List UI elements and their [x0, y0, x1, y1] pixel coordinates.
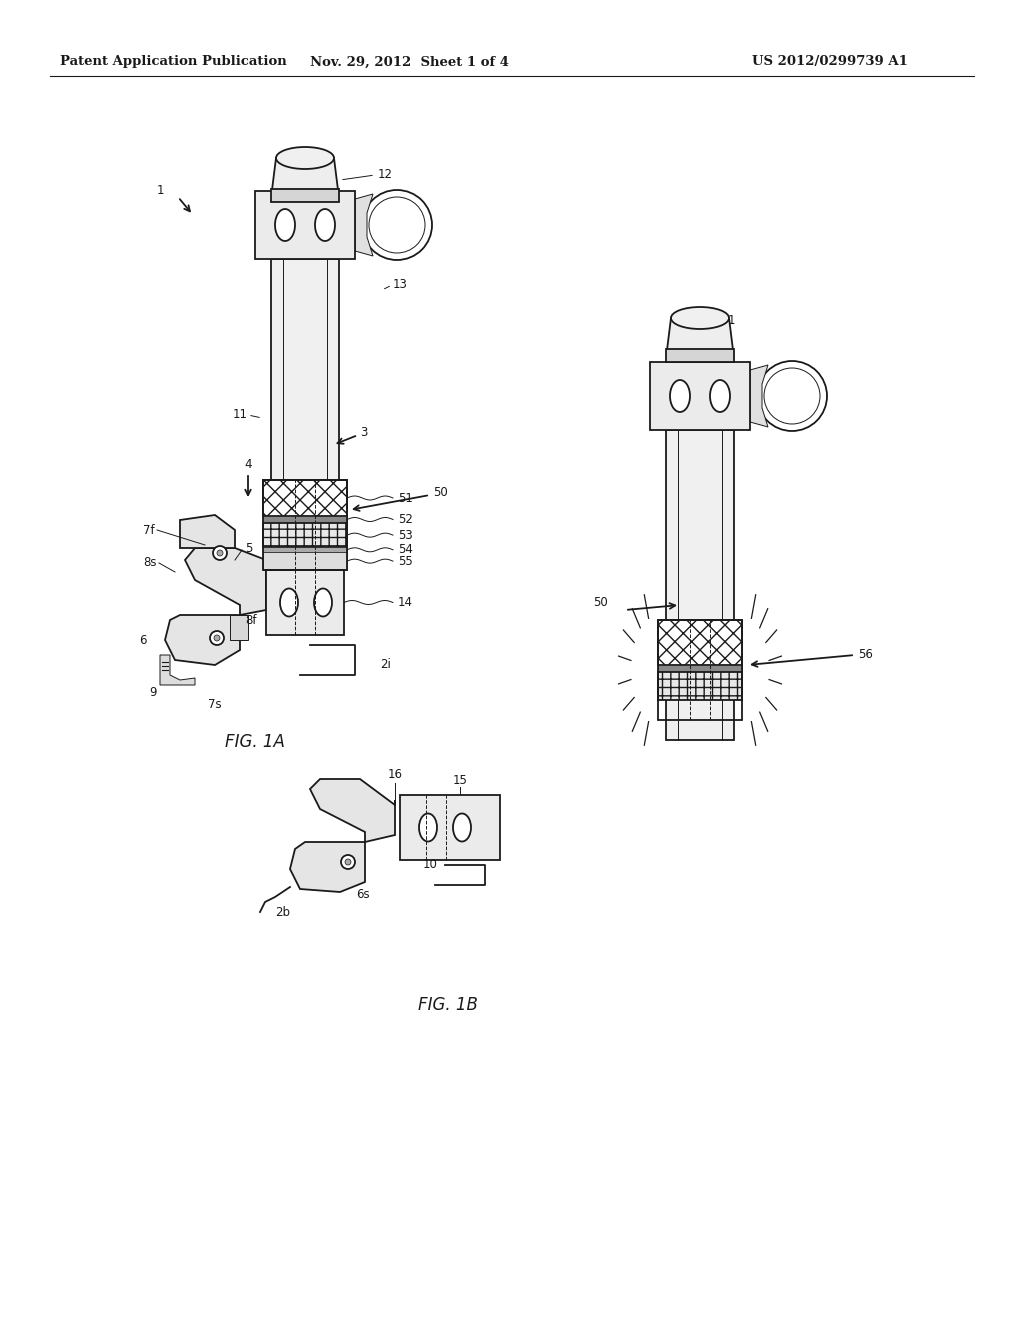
- Text: 10: 10: [423, 858, 437, 871]
- Text: FIG. 1A: FIG. 1A: [225, 733, 285, 751]
- Circle shape: [214, 635, 220, 642]
- Circle shape: [369, 197, 425, 253]
- Text: 15: 15: [453, 774, 467, 787]
- Bar: [650, 362, 750, 430]
- Text: 8f: 8f: [245, 614, 256, 627]
- Bar: [230, 615, 248, 640]
- Text: Patent Application Publication: Patent Application Publication: [60, 55, 287, 69]
- Text: 16: 16: [387, 768, 402, 781]
- Polygon shape: [272, 158, 338, 190]
- Polygon shape: [750, 366, 768, 426]
- Bar: [666, 348, 734, 362]
- Circle shape: [345, 859, 351, 865]
- Text: 56: 56: [858, 648, 872, 661]
- Polygon shape: [165, 615, 240, 665]
- Circle shape: [764, 368, 820, 424]
- Text: FIG. 1B: FIG. 1B: [418, 997, 478, 1014]
- Text: 1: 1: [728, 314, 735, 326]
- Text: 3: 3: [360, 425, 368, 438]
- Text: 55: 55: [398, 554, 413, 568]
- Ellipse shape: [315, 209, 335, 242]
- Circle shape: [362, 190, 432, 260]
- Bar: [400, 795, 500, 861]
- Ellipse shape: [453, 813, 471, 842]
- Text: 12: 12: [378, 169, 393, 181]
- Polygon shape: [667, 318, 733, 350]
- Text: 7f: 7f: [143, 524, 155, 536]
- Bar: [658, 665, 742, 672]
- Text: 6s: 6s: [356, 888, 370, 902]
- Text: 50: 50: [433, 486, 447, 499]
- Bar: [666, 430, 734, 741]
- Ellipse shape: [280, 589, 298, 616]
- Polygon shape: [185, 548, 266, 615]
- Text: 1: 1: [157, 183, 164, 197]
- Text: 53: 53: [398, 528, 413, 541]
- Bar: [658, 672, 742, 700]
- Bar: [271, 189, 339, 202]
- Text: 50: 50: [593, 595, 608, 609]
- Text: US 2012/0299739 A1: US 2012/0299739 A1: [752, 55, 908, 69]
- Text: 2i: 2i: [380, 659, 391, 672]
- Text: 52: 52: [398, 513, 413, 525]
- Text: 2b: 2b: [275, 906, 290, 919]
- Text: 6: 6: [139, 634, 147, 647]
- Text: Nov. 29, 2012  Sheet 1 of 4: Nov. 29, 2012 Sheet 1 of 4: [310, 55, 510, 69]
- Bar: [263, 480, 347, 516]
- Circle shape: [217, 550, 223, 556]
- Bar: [658, 620, 742, 665]
- Bar: [263, 548, 347, 552]
- Text: 4: 4: [245, 458, 252, 471]
- Ellipse shape: [275, 209, 295, 242]
- Ellipse shape: [314, 589, 332, 616]
- Text: 13: 13: [393, 279, 408, 292]
- Text: 8s: 8s: [143, 557, 157, 569]
- Text: 51: 51: [398, 491, 413, 504]
- Ellipse shape: [670, 380, 690, 412]
- Bar: [658, 620, 742, 719]
- Ellipse shape: [710, 380, 730, 412]
- Text: 54: 54: [398, 544, 413, 556]
- Ellipse shape: [276, 147, 334, 169]
- Ellipse shape: [671, 308, 729, 329]
- Polygon shape: [355, 194, 373, 256]
- Polygon shape: [160, 655, 195, 685]
- Bar: [263, 523, 347, 548]
- Polygon shape: [180, 515, 234, 548]
- Bar: [266, 570, 344, 635]
- Text: 11: 11: [233, 408, 248, 421]
- Bar: [263, 480, 347, 570]
- Polygon shape: [310, 779, 395, 842]
- Ellipse shape: [419, 813, 437, 842]
- Circle shape: [210, 631, 224, 645]
- Text: 7s: 7s: [208, 698, 222, 711]
- Bar: [271, 259, 339, 570]
- Text: 14: 14: [398, 597, 413, 609]
- Circle shape: [341, 855, 355, 869]
- Text: 5: 5: [245, 541, 252, 554]
- Circle shape: [757, 360, 827, 432]
- Bar: [263, 516, 347, 523]
- Circle shape: [213, 546, 227, 560]
- Text: 9: 9: [150, 685, 157, 698]
- Bar: [263, 552, 347, 570]
- Polygon shape: [290, 842, 365, 892]
- Bar: [255, 191, 355, 259]
